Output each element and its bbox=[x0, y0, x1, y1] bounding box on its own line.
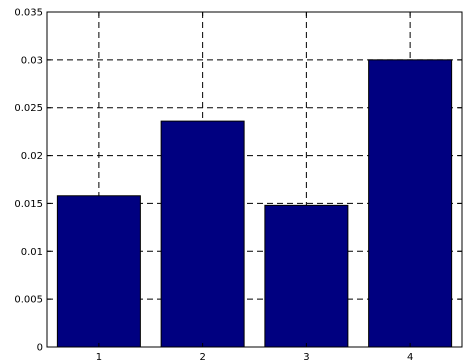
y-tick-label: 0.005 bbox=[14, 295, 43, 306]
bars bbox=[56, 59, 453, 348]
x-axis-tick-labels: 1 2 3 4 bbox=[96, 352, 414, 362]
y-axis-tick-labels: 0 0.005 0.01 0.015 0.02 0.025 0.03 0.035 bbox=[14, 8, 43, 354]
y-tick-label: 0.025 bbox=[14, 103, 43, 114]
x-tick-label: 1 bbox=[96, 352, 102, 362]
y-tick-label: 0.01 bbox=[21, 247, 43, 258]
y-tick-label: 0.015 bbox=[14, 199, 43, 210]
x-tick-label: 3 bbox=[303, 352, 309, 362]
bar-4 bbox=[368, 59, 453, 348]
bar-3 bbox=[264, 204, 349, 348]
y-tick-label: 0.02 bbox=[21, 151, 43, 162]
plot-area-frame bbox=[46, 11, 463, 348]
y-tick-label: 0 bbox=[37, 343, 43, 354]
x-tick-label: 4 bbox=[407, 352, 413, 362]
x-tick-label: 2 bbox=[199, 352, 205, 362]
bar-2 bbox=[160, 120, 245, 348]
y-tick-label: 0.035 bbox=[14, 8, 43, 19]
axis-ticks bbox=[47, 11, 462, 348]
y-tick-label: 0.03 bbox=[21, 55, 43, 66]
bar-1 bbox=[56, 195, 141, 348]
